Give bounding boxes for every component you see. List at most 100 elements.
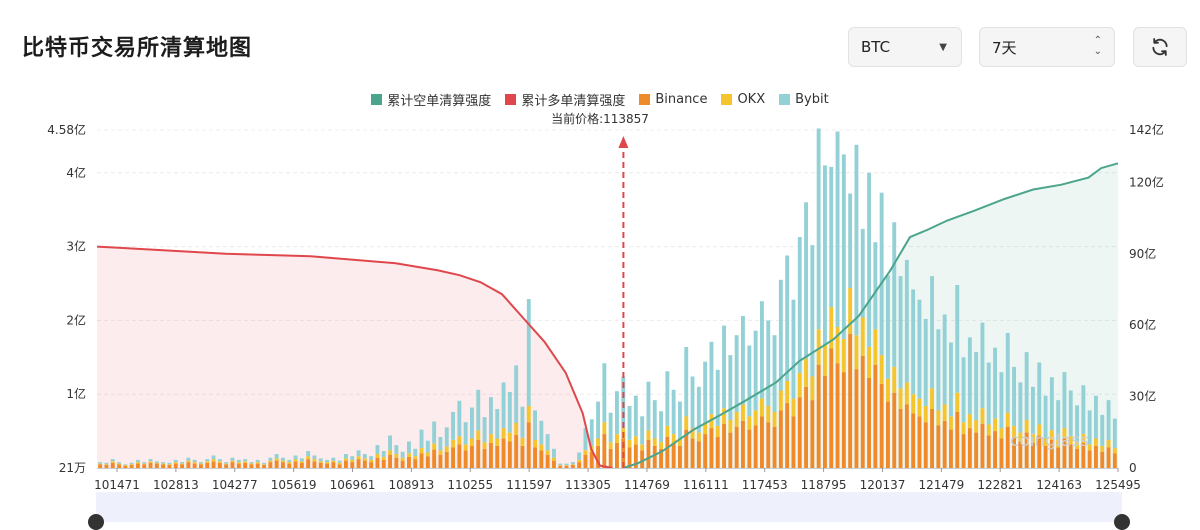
x-axis-tick-label: 111597 <box>506 478 552 492</box>
bar-binance <box>715 437 720 468</box>
legend-item-bybit[interactable]: Bybit <box>779 90 829 109</box>
range-select-value: 7天 <box>992 38 1017 57</box>
bar-okx <box>703 422 708 434</box>
bar-okx <box>633 436 638 445</box>
bar-bybit <box>312 455 317 460</box>
bar-okx <box>867 347 871 378</box>
bar-bybit <box>816 128 821 330</box>
bar-bybit <box>1037 362 1042 425</box>
legend-item-binance[interactable]: Binance <box>639 90 707 109</box>
bar-bybit <box>470 407 474 439</box>
bar-binance <box>394 457 399 468</box>
bar-bybit <box>967 337 972 415</box>
bar-binance <box>633 444 638 468</box>
right-axis-tick-label: 60亿 <box>1129 317 1156 332</box>
bar-okx <box>375 454 380 458</box>
bar-binance <box>211 461 216 468</box>
x-axis-tick-label: 102813 <box>153 478 199 492</box>
bar-binance <box>841 372 846 468</box>
bar-binance <box>123 465 128 468</box>
x-axis-tick-label: 120137 <box>860 478 906 492</box>
bar-bybit <box>741 316 745 405</box>
bar-okx <box>564 465 569 466</box>
scroll-handle-left[interactable] <box>88 514 104 530</box>
bar-binance <box>444 451 449 468</box>
bar-bybit <box>1012 366 1016 426</box>
bar-binance <box>646 440 651 468</box>
bar-okx <box>337 462 342 465</box>
bar-okx <box>199 463 203 465</box>
bar-okx <box>224 463 229 465</box>
bar-bybit <box>728 355 733 420</box>
scroll-handle-right[interactable] <box>1114 514 1130 530</box>
bar-bybit <box>665 371 670 426</box>
bar-bybit <box>268 457 273 461</box>
legend-item-short[interactable]: 累计空单清算强度 <box>371 90 491 109</box>
x-axis-tick-label: 105619 <box>271 478 317 492</box>
bar-bybit <box>589 419 594 446</box>
bar-okx <box>236 462 241 464</box>
bar-okx <box>873 329 878 365</box>
range-select[interactable]: 7天 ⌃ ⌄ <box>979 27 1115 67</box>
bar-bybit <box>413 448 418 457</box>
legend-item-okx[interactable]: OKX <box>721 90 765 109</box>
x-axis-tick-label: 108913 <box>389 478 435 492</box>
bar-bybit <box>482 417 487 443</box>
bar-bybit <box>217 459 222 462</box>
bar-bybit <box>407 441 411 454</box>
coin-select[interactable]: BTC ▼ <box>848 27 962 67</box>
left-axis-tick-label: 2亿 <box>66 312 86 327</box>
bar-binance <box>577 462 582 468</box>
bar-okx <box>394 454 399 458</box>
legend-item-long[interactable]: 累计多单清算强度 <box>505 90 625 109</box>
bar-binance <box>400 460 405 468</box>
bar-okx <box>438 450 443 455</box>
chart-scrollbar[interactable] <box>96 492 1122 522</box>
bar-bybit <box>507 392 512 433</box>
bar-bybit <box>211 455 216 460</box>
right-axis-tick-label: 0 <box>1129 461 1137 475</box>
bar-okx <box>161 463 166 465</box>
bar-bybit <box>785 255 790 381</box>
short-cumulative-line <box>623 162 1119 469</box>
bar-okx <box>539 444 544 451</box>
bar-binance <box>810 400 815 468</box>
bar-okx <box>142 463 147 465</box>
bar-binance <box>1056 447 1061 468</box>
bar-binance <box>690 438 695 468</box>
bar-okx <box>1094 438 1098 446</box>
x-axis-tick-label: 122821 <box>977 478 1023 492</box>
bar-okx <box>942 404 947 421</box>
bar-okx <box>558 465 563 466</box>
bar-okx <box>659 442 663 449</box>
bar-bybit <box>249 462 254 464</box>
bar-binance <box>936 425 941 468</box>
bar-okx <box>816 329 821 365</box>
bar-binance <box>173 463 178 468</box>
left-axis-tick-label: 4.58亿 <box>47 122 86 137</box>
bar-bybit <box>552 448 556 458</box>
bar-okx <box>980 408 985 424</box>
bar-bybit <box>797 237 802 373</box>
right-axis-tick-label: 142亿 <box>1129 122 1164 137</box>
bar-okx <box>136 462 140 464</box>
bar-okx <box>482 442 487 449</box>
bar-binance <box>766 422 771 468</box>
bar-binance <box>961 434 966 468</box>
refresh-button[interactable] <box>1133 27 1187 67</box>
bar-bybit <box>293 455 298 460</box>
bar-okx <box>652 438 657 446</box>
bar-binance <box>760 416 764 468</box>
bar-okx <box>810 376 815 401</box>
bar-binance <box>419 453 424 468</box>
bar-okx <box>501 428 506 439</box>
bar-bybit <box>993 347 997 419</box>
stepper-icon: ⌃ ⌄ <box>1093 35 1102 57</box>
bar-bybit <box>281 457 285 461</box>
bar-bybit <box>1031 386 1035 434</box>
bar-okx <box>665 425 670 437</box>
bar-binance <box>678 445 682 468</box>
x-axis-tick-label: 121479 <box>918 478 964 492</box>
bar-binance <box>949 429 953 468</box>
bar-okx <box>299 461 304 463</box>
